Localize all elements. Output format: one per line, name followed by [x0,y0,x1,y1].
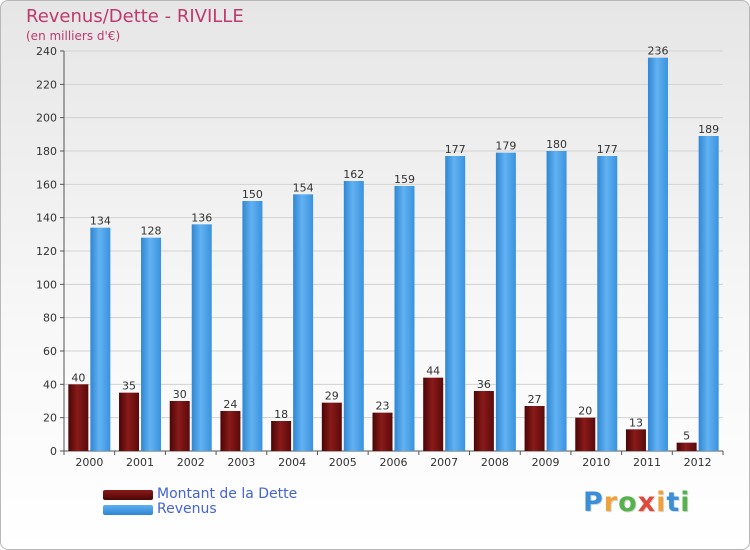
value-label-revenus: 236 [647,45,668,58]
value-label-debt: 18 [274,408,288,421]
x-tick-label: 2002 [177,456,205,469]
bar-revenus [445,156,466,451]
x-tick-label: 2012 [684,456,712,469]
value-label-debt: 20 [578,405,592,418]
bar-revenus [141,237,162,451]
y-tick-label: 0 [50,445,57,458]
bar-revenus [647,57,668,452]
x-tick-label: 2006 [380,456,408,469]
value-label-debt: 40 [71,371,85,384]
y-tick-label: 200 [36,112,57,125]
value-label-revenus: 162 [343,168,364,181]
logo-letter: i [680,487,691,518]
grid [64,50,723,419]
x-tick-label: 2001 [126,456,154,469]
value-label-revenus: 177 [597,143,618,156]
value-label-revenus: 154 [293,181,314,194]
value-label-debt: 27 [528,393,542,406]
bar-revenus [242,201,263,451]
chart-title: Revenus/Dette - RIVILLE [26,6,244,27]
legend-label-revenus: Revenus [157,501,217,517]
bar-revenus [698,136,719,451]
bar-revenus [343,181,364,451]
value-label-revenus: 179 [495,140,516,153]
bar-revenus [90,227,111,451]
value-label-debt: 30 [173,388,187,401]
y-tick-label: 100 [36,278,57,291]
bar-debt [676,442,697,451]
x-tick-label: 2010 [582,456,610,469]
value-label-debt: 35 [122,380,136,393]
bar-debt [575,417,596,451]
x-tick-label: 2004 [278,456,306,469]
bar-debt [625,429,646,451]
x-tick-label: 2009 [532,456,560,469]
value-label-debt: 5 [683,430,690,443]
bar-revenus [191,224,212,451]
x-tick-label: 2003 [227,456,255,469]
value-label-debt: 23 [376,400,390,413]
chart-subtitle: (en milliers d'€) [26,29,121,43]
bar-revenus [597,156,618,451]
value-labels: 40 134 35 128 30 136 24 150 18 154 29 162 23 159 44 177… [71,45,719,443]
value-label-revenus: 150 [242,188,263,201]
y-tick-label: 60 [43,345,57,358]
legend-label-debt: Montant de la Dette [157,486,298,502]
y-tick-label: 40 [43,378,57,391]
y-tick-label: 220 [36,78,57,91]
value-label-debt: 44 [426,365,440,378]
y-tick-label: 80 [43,312,57,325]
legend-swatch-revenus [103,505,153,515]
proxiti-logo: Proxiti [583,487,691,518]
value-label-debt: 29 [325,390,339,403]
value-label-revenus: 128 [141,225,162,238]
x-tick-label: 2000 [75,456,103,469]
bar-revenus [293,194,314,452]
bar-debt [372,412,393,451]
bars [68,57,719,452]
y-tick-label: 240 [36,45,57,58]
bar-debt [169,401,190,451]
x-tick-label: 2007 [430,456,458,469]
bar-debt [524,406,545,451]
bar-debt [68,384,89,451]
bar-revenus [495,152,516,451]
logo-letter: t [666,487,681,518]
value-label-revenus: 189 [698,123,719,136]
x-tick-label: 2011 [633,456,661,469]
logo-letter: P [583,487,604,518]
value-label-revenus: 180 [546,138,567,151]
value-label-revenus: 134 [90,215,111,228]
logo-letter: o [618,487,638,518]
y-tick-label: 20 [43,412,57,425]
bar-debt [220,411,241,451]
value-label-debt: 36 [477,378,491,391]
bar-revenus [546,151,567,451]
x-tick-label: 2008 [481,456,509,469]
bar-revenus [394,186,415,451]
y-tick-label: 120 [36,245,57,258]
logo-letter: r [603,487,619,518]
value-label-debt: 24 [223,398,237,411]
logo-letter: x [637,487,657,518]
bar-debt [473,391,494,451]
bar-debt [321,402,342,451]
bar-debt [423,377,444,451]
value-label-revenus: 177 [445,143,466,156]
legend-swatch-debt [103,490,153,500]
y-tick-label: 140 [36,212,57,225]
logo-letter: i [656,487,667,518]
value-label-revenus: 136 [191,211,212,224]
y-tick-label: 180 [36,145,57,158]
x-tick-label: 2005 [329,456,357,469]
value-label-debt: 13 [629,416,643,429]
bar-debt [119,392,140,451]
bar-debt [271,421,292,451]
value-label-revenus: 159 [394,173,415,186]
y-tick-label: 160 [36,178,57,191]
